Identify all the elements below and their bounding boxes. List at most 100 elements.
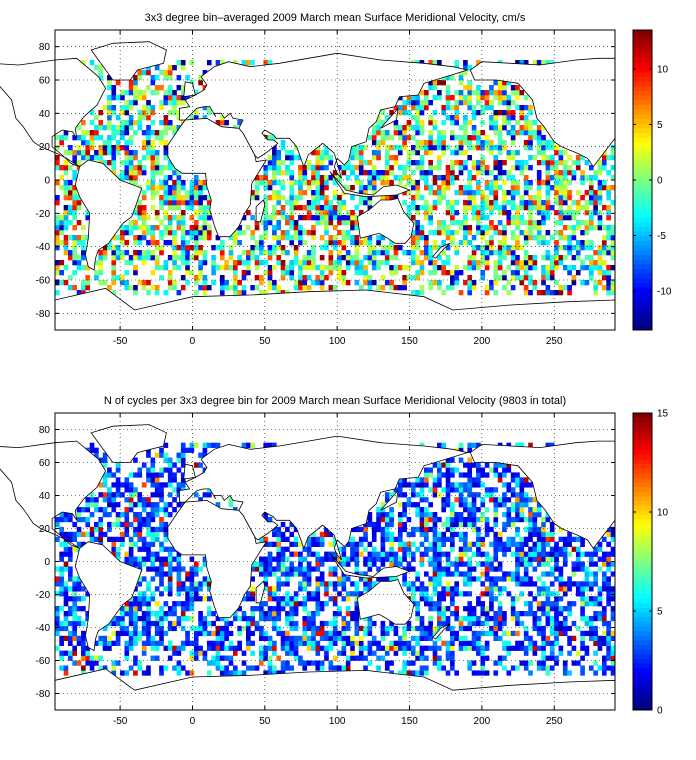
heatmap-cell <box>380 507 386 513</box>
heatmap-cell <box>493 625 499 632</box>
heatmap-cell <box>289 155 295 161</box>
heatmap-cell <box>146 70 151 76</box>
heatmap-cell <box>441 225 446 231</box>
heatmap-cell <box>146 566 151 572</box>
heatmap-cell <box>471 541 477 547</box>
heatmap-cell <box>601 665 607 671</box>
heatmap-cell <box>549 625 555 632</box>
heatmap-cell <box>580 596 585 602</box>
heatmap-cell <box>102 145 108 151</box>
heatmap-cell <box>72 650 77 656</box>
heatmap-cell <box>68 611 73 617</box>
heatmap-cell <box>480 611 486 617</box>
heatmap-cell <box>523 497 529 503</box>
heatmap-cell <box>68 250 73 256</box>
heatmap-cell <box>180 645 186 651</box>
heatmap-cell <box>163 145 169 151</box>
heatmap-cell <box>502 275 507 281</box>
heatmap-cell <box>432 95 438 101</box>
heatmap-cell <box>519 160 525 166</box>
heatmap-cell <box>506 650 512 656</box>
heatmap-cell <box>415 235 420 241</box>
heatmap-cell <box>133 596 138 602</box>
heatmap-cell <box>441 596 446 602</box>
heatmap-cell <box>324 200 329 206</box>
heatmap-cell <box>163 586 169 592</box>
colorbar-segment <box>633 283 652 289</box>
heatmap-cell <box>515 220 520 226</box>
heatmap-cell <box>406 120 412 126</box>
heatmap-cell <box>450 591 455 597</box>
heatmap-cell <box>337 606 342 612</box>
heatmap-cell <box>402 265 407 271</box>
heatmap-cell <box>363 556 368 562</box>
heatmap-cell <box>432 640 438 646</box>
heatmap-cell <box>484 95 490 101</box>
heatmap-cell <box>389 536 394 542</box>
heatmap-cell <box>597 180 603 186</box>
heatmap-cell <box>554 546 559 552</box>
heatmap-cell <box>415 130 420 136</box>
heatmap-cell <box>337 665 342 671</box>
heatmap-cell <box>250 630 255 637</box>
heatmap-cell <box>532 512 538 518</box>
heatmap-cell <box>159 275 164 281</box>
heatmap-cell <box>354 581 360 587</box>
heatmap-cell <box>467 591 473 597</box>
heatmap-cell <box>285 591 290 597</box>
heatmap-cell <box>124 606 130 612</box>
heatmap-cell <box>467 265 473 271</box>
heatmap-cell <box>141 130 147 136</box>
heatmap-cell <box>484 615 490 622</box>
colorbar-segment <box>633 156 652 162</box>
heatmap-cell <box>324 195 329 201</box>
heatmap-cell <box>254 240 260 246</box>
heatmap-cell <box>467 507 473 513</box>
heatmap-cell <box>380 625 386 632</box>
colorbar-segment <box>633 90 652 97</box>
heatmap-cell <box>432 556 438 562</box>
heatmap-cell <box>584 586 590 592</box>
heatmap-cell <box>450 645 455 651</box>
heatmap-cell <box>380 175 386 181</box>
heatmap-cell <box>150 145 156 151</box>
heatmap-cell <box>272 265 277 271</box>
heatmap-cell <box>567 205 572 211</box>
heatmap-cell <box>510 90 516 96</box>
colorbar-segment <box>633 44 652 50</box>
heatmap-cell <box>232 60 238 66</box>
heatmap-cell <box>154 170 160 176</box>
heatmap-cell <box>437 581 442 587</box>
heatmap-cell <box>319 175 325 181</box>
heatmap-cell <box>410 245 416 251</box>
heatmap-cell <box>315 611 321 617</box>
heatmap-cell <box>432 561 438 567</box>
heatmap-cell <box>484 670 490 676</box>
heatmap-cell <box>502 240 507 246</box>
heatmap-cell <box>415 640 420 646</box>
heatmap-cell <box>154 155 160 161</box>
heatmap-cell <box>419 260 425 266</box>
heatmap-cell <box>76 541 82 547</box>
heatmap-cell <box>202 235 208 241</box>
heatmap-cell <box>471 165 477 171</box>
heatmap-cell <box>272 625 277 632</box>
heatmap-cell <box>111 105 117 111</box>
heatmap-cell <box>250 596 255 602</box>
heatmap-cell <box>180 255 186 261</box>
heatmap-cell <box>450 571 455 577</box>
heatmap-cell <box>267 250 273 256</box>
heatmap-cell <box>497 185 503 191</box>
heatmap-cell <box>397 521 403 528</box>
heatmap-cell <box>584 210 590 216</box>
heatmap-cell <box>111 270 117 276</box>
heatmap-cell <box>328 260 334 266</box>
heatmap-cell <box>606 655 611 661</box>
heatmap-cell <box>206 110 212 116</box>
heatmap-cell <box>545 250 551 256</box>
heatmap-cell <box>128 90 134 96</box>
heatmap-cell <box>458 620 464 627</box>
heatmap-cell <box>558 180 564 186</box>
heatmap-cell <box>150 477 156 483</box>
heatmap-cell <box>441 105 446 111</box>
